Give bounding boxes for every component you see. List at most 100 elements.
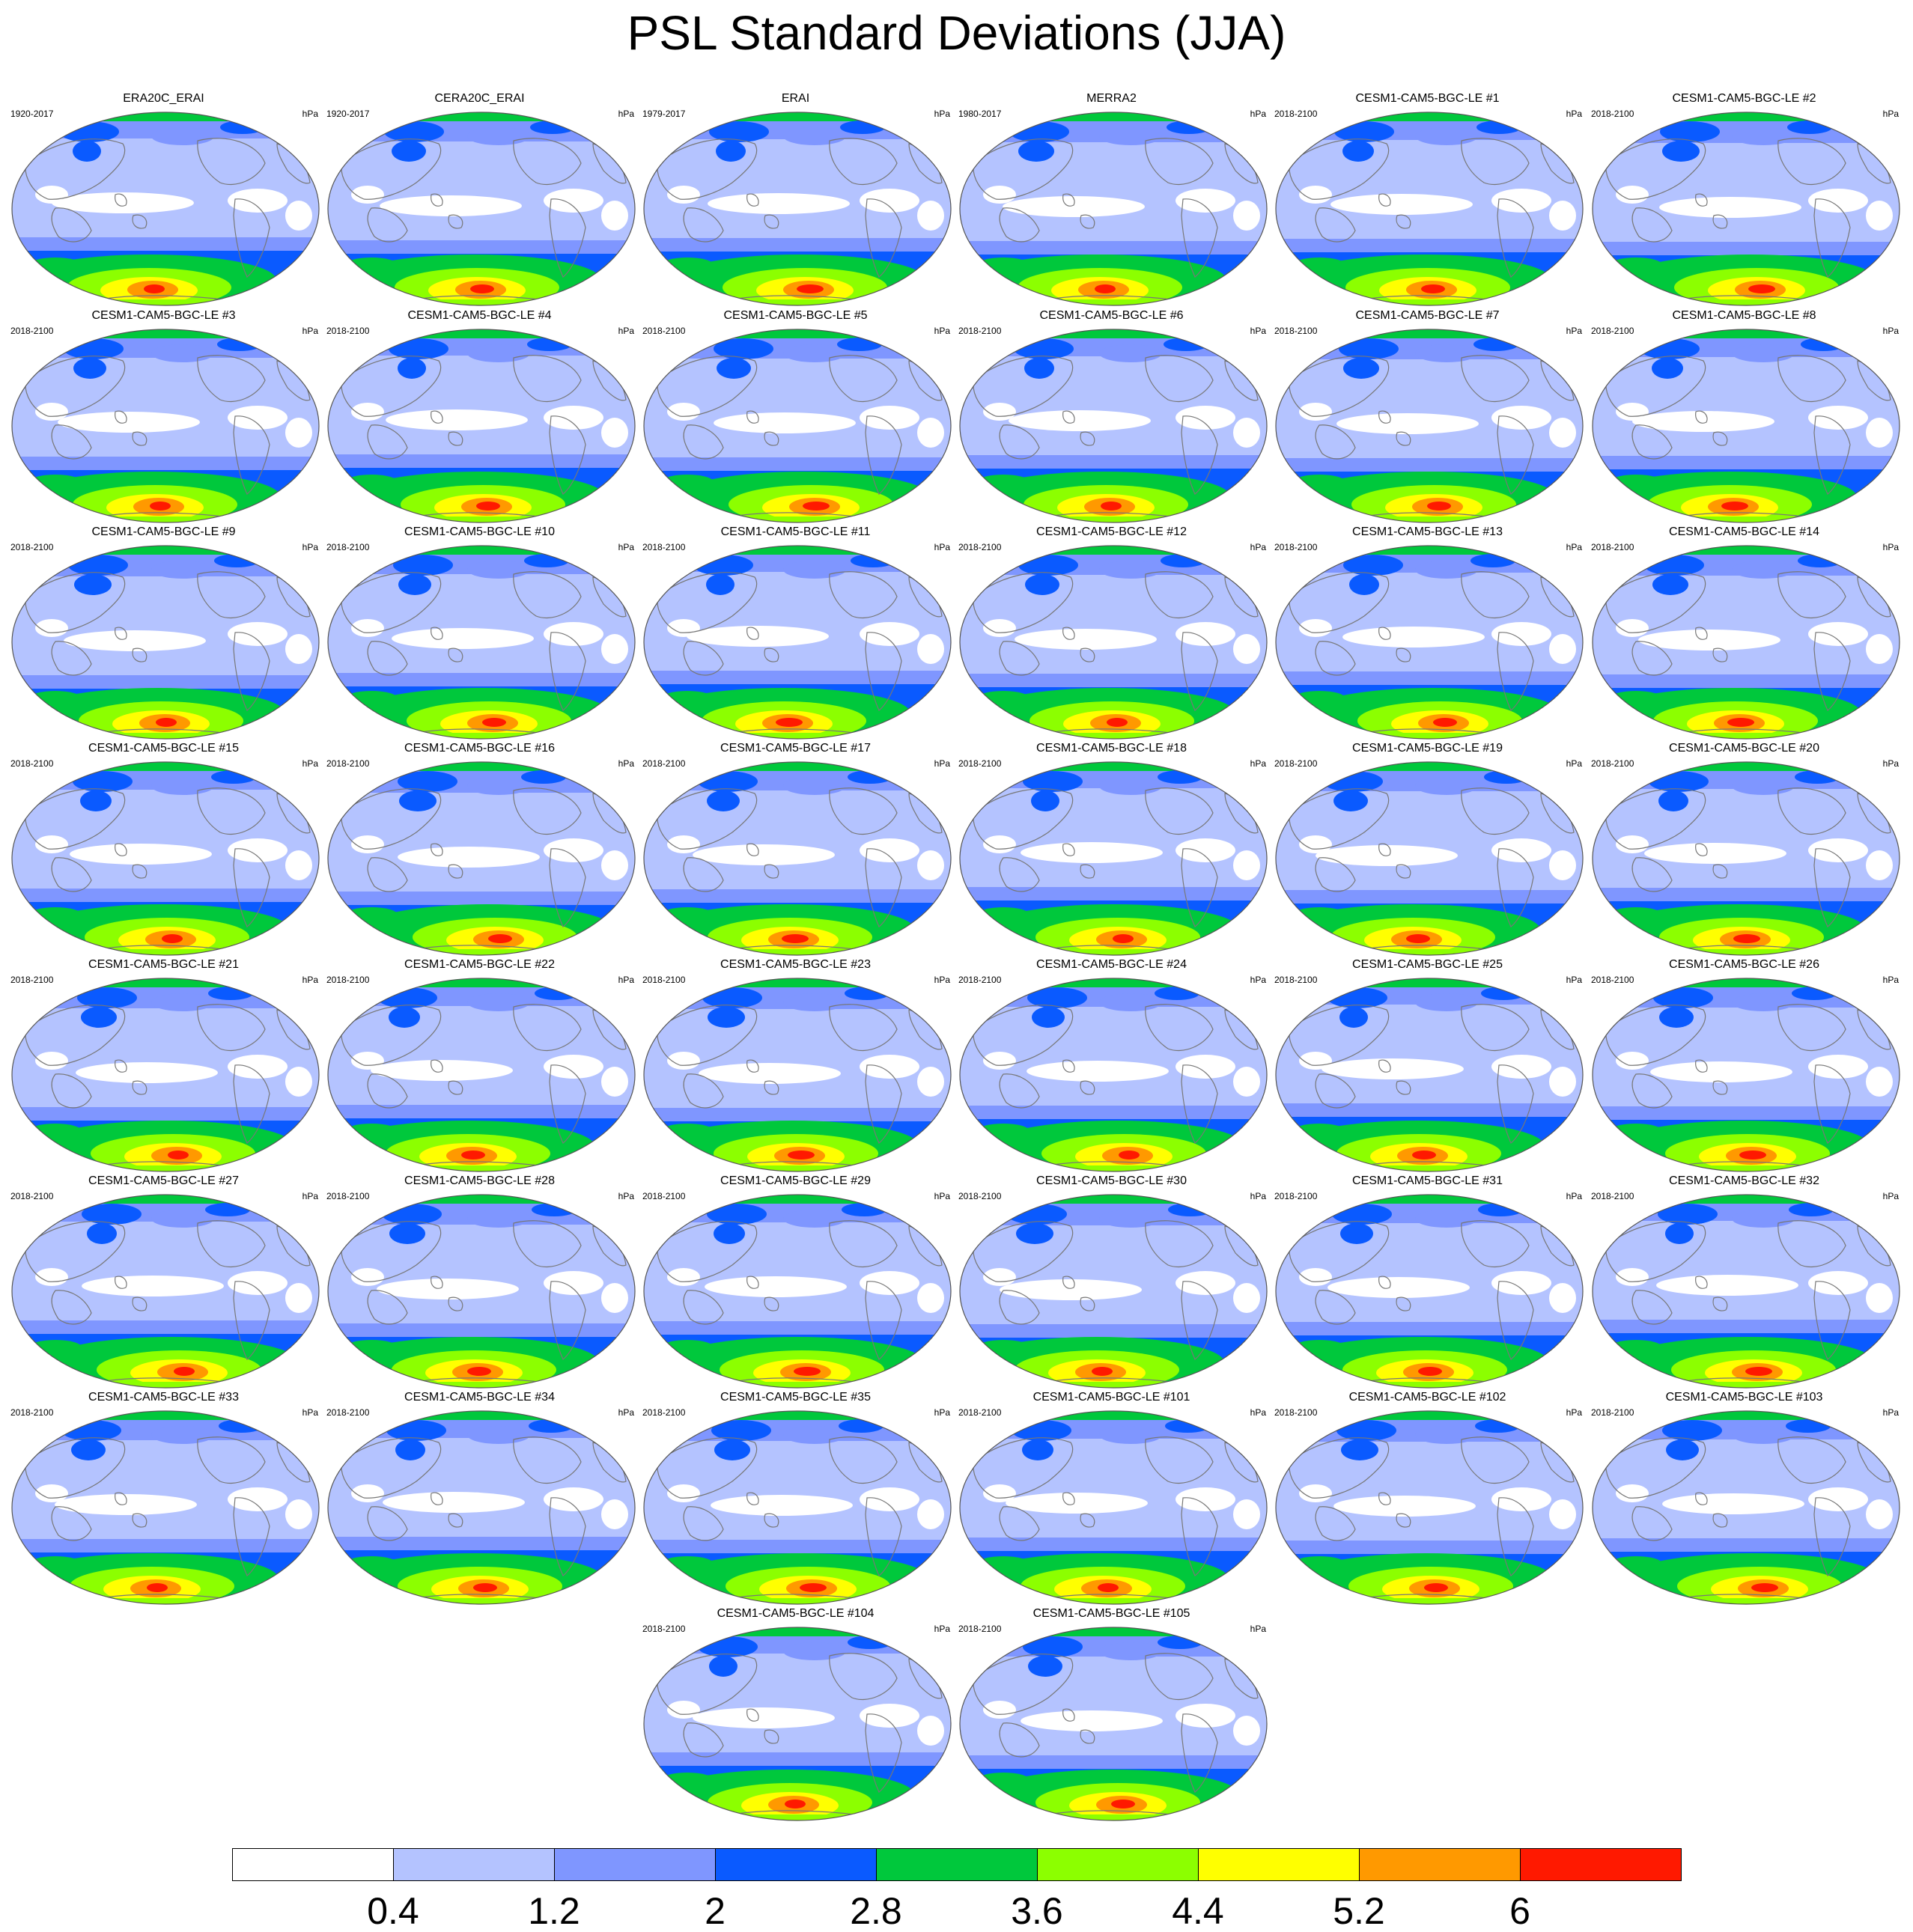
panel-title: CESM1-CAM5-BGC-LE #8 <box>1672 309 1816 322</box>
map-svg <box>11 112 320 306</box>
panel-units: hPa <box>302 758 318 769</box>
panel-period: 2018-2100 <box>1274 109 1318 119</box>
map <box>1274 1193 1584 1389</box>
map-svg <box>959 545 1268 740</box>
coastlines <box>1289 1004 1575 1168</box>
map-panel: CESM1-CAM5-BGC-LE #23 2018-2100 hPa <box>636 957 955 1174</box>
panel-period: 2018-2100 <box>10 326 54 336</box>
psl-field <box>328 329 635 522</box>
map-svg <box>1592 1410 1900 1605</box>
panel-period: 2018-2100 <box>1274 1407 1318 1418</box>
panel-units: hPa <box>1882 758 1899 769</box>
panel-title: CESM1-CAM5-BGC-LE #20 <box>1669 742 1819 755</box>
map-svg <box>11 761 320 956</box>
panel-units: hPa <box>1566 758 1582 769</box>
map-svg <box>11 545 320 740</box>
map <box>1274 977 1584 1173</box>
colorbar-box <box>232 1848 394 1881</box>
panel-title: CESM1-CAM5-BGC-LE #23 <box>720 958 871 971</box>
map <box>326 1193 636 1389</box>
map-panel: CESM1-CAM5-BGC-LE #102 2018-2100 hPa <box>1268 1390 1587 1607</box>
panel-title: CESM1-CAM5-BGC-LE #103 <box>1665 1391 1823 1404</box>
map-svg <box>327 1194 636 1389</box>
panel-units: hPa <box>934 326 950 336</box>
map-svg <box>1275 978 1584 1172</box>
colorbar <box>232 1848 1682 1883</box>
map-panel: CESM1-CAM5-BGC-LE #103 2018-2100 hPa <box>1585 1390 1903 1607</box>
panel-period: 1979-2017 <box>642 109 686 119</box>
colorbar-label: 4.4 <box>1172 1890 1224 1932</box>
panel-title: CESM1-CAM5-BGC-LE #25 <box>1352 958 1503 971</box>
panel-period: 2018-2100 <box>10 1191 54 1201</box>
map-panel: CESM1-CAM5-BGC-LE #9 2018-2100 hPa <box>4 525 323 742</box>
psl-field <box>644 112 951 305</box>
map-svg <box>1592 1194 1900 1389</box>
map-panel: CESM1-CAM5-BGC-LE #2 2018-2100 hPa <box>1585 91 1903 308</box>
panel-period: 2018-2100 <box>10 758 54 769</box>
map <box>1591 761 1901 957</box>
panel-units: hPa <box>1566 109 1582 119</box>
panel-period: 2018-2100 <box>326 1191 370 1201</box>
map-svg <box>327 112 636 306</box>
panel-period: 2018-2100 <box>642 758 686 769</box>
map-svg <box>11 1410 320 1605</box>
map-panel: CESM1-CAM5-BGC-LE #28 2018-2100 hPa <box>320 1174 639 1391</box>
panel-units: hPa <box>1882 326 1899 336</box>
map-panel: CESM1-CAM5-BGC-LE #17 2018-2100 hPa <box>636 741 955 958</box>
map-panel: CESM1-CAM5-BGC-LE #22 2018-2100 hPa <box>320 957 639 1174</box>
panel-period: 2018-2100 <box>326 758 370 769</box>
panel-title: CERA20C_ERAI <box>434 92 525 105</box>
map <box>1591 1193 1901 1389</box>
panel-title: CESM1-CAM5-BGC-LE #27 <box>88 1174 239 1187</box>
psl-field <box>1593 978 1900 1171</box>
map-svg <box>1275 1194 1584 1389</box>
panel-units: hPa <box>618 542 634 552</box>
panel-units: hPa <box>1566 975 1582 985</box>
panel-title: CESM1-CAM5-BGC-LE #105 <box>1032 1607 1190 1620</box>
panel-title: CESM1-CAM5-BGC-LE #35 <box>720 1391 871 1404</box>
map <box>642 1410 952 1606</box>
panel-title: CESM1-CAM5-BGC-LE #14 <box>1669 525 1819 538</box>
map-svg <box>327 978 636 1172</box>
panel-units: hPa <box>618 1191 634 1201</box>
panel-title: CESM1-CAM5-BGC-LE #32 <box>1669 1174 1819 1187</box>
map-panel: ERA20C_ERAI 1920-2017 hPa <box>4 91 323 308</box>
panel-period: 2018-2100 <box>1591 109 1634 119</box>
psl-field <box>1593 1195 1900 1388</box>
panel-units: hPa <box>934 975 950 985</box>
map-panel: CESM1-CAM5-BGC-LE #5 2018-2100 hPa <box>636 308 955 525</box>
coastlines <box>25 787 311 951</box>
map <box>10 1410 320 1606</box>
panel-units: hPa <box>302 109 318 119</box>
map-svg <box>643 545 952 740</box>
panel-title: CESM1-CAM5-BGC-LE #30 <box>1036 1174 1187 1187</box>
panel-period: 2018-2100 <box>642 1624 686 1634</box>
coastlines <box>657 138 943 302</box>
panel-units: hPa <box>302 1407 318 1418</box>
panel-title: MERRA2 <box>1086 92 1137 105</box>
map-svg <box>1592 329 1900 523</box>
coastlines <box>1605 1436 1891 1600</box>
panel-title: CESM1-CAM5-BGC-LE #7 <box>1355 309 1500 322</box>
panel-period: 2018-2100 <box>326 1407 370 1418</box>
panel-units: hPa <box>934 109 950 119</box>
panel-units: hPa <box>934 758 950 769</box>
map-panel: CESM1-CAM5-BGC-LE #15 2018-2100 hPa <box>4 741 323 958</box>
panel-period: 2018-2100 <box>1591 326 1634 336</box>
panel-title: CESM1-CAM5-BGC-LE #21 <box>88 958 239 971</box>
map-svg <box>11 1194 320 1389</box>
panel-title: CESM1-CAM5-BGC-LE #4 <box>407 309 552 322</box>
map <box>958 977 1268 1173</box>
map <box>326 544 636 740</box>
panel-units: hPa <box>1882 109 1899 119</box>
map-panel: CESM1-CAM5-BGC-LE #101 2018-2100 hPa <box>952 1390 1271 1607</box>
colorbar-box <box>876 1848 1038 1881</box>
map-svg <box>959 978 1268 1172</box>
panel-units: hPa <box>1250 1407 1266 1418</box>
map-panel: CESM1-CAM5-BGC-LE #1 2018-2100 hPa <box>1268 91 1587 308</box>
map-svg <box>1275 112 1584 306</box>
panel-title: CESM1-CAM5-BGC-LE #33 <box>88 1391 239 1404</box>
panel-period: 1920-2017 <box>326 109 370 119</box>
panel-units: hPa <box>302 975 318 985</box>
coastlines <box>25 138 311 302</box>
